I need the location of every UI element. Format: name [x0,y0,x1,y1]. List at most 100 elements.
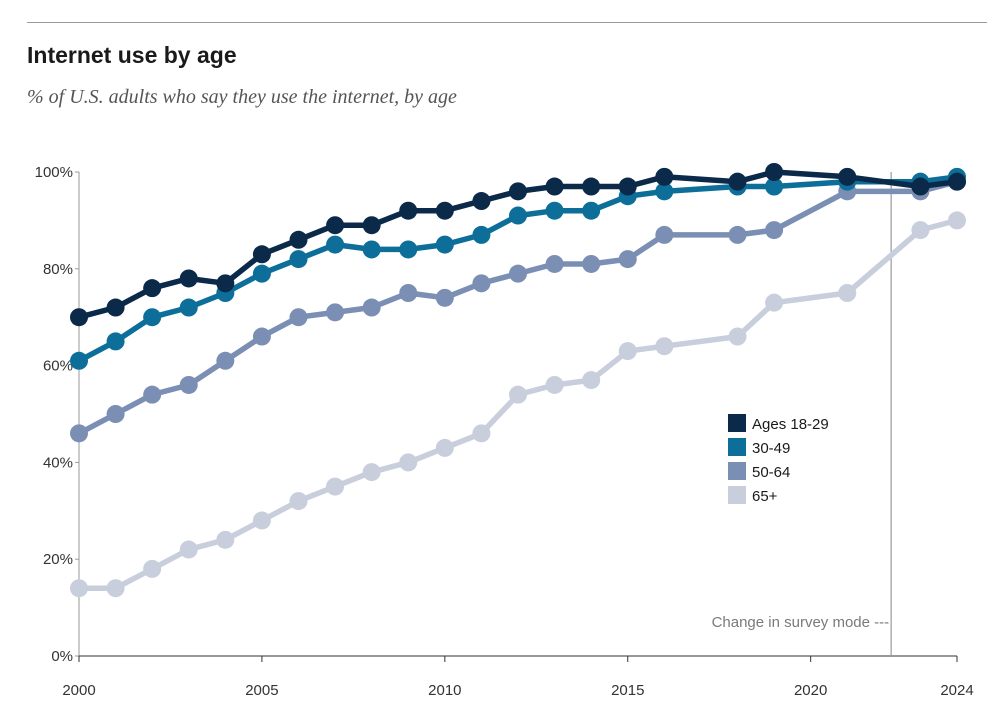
data-point-30-49 [326,235,345,254]
data-point-ages-18-29 [509,182,527,201]
x-tick-label: 2000 [62,682,95,699]
legend-label: 65+ [752,488,778,505]
data-point-30-49 [143,308,162,327]
data-point-50-64 [765,221,784,240]
legend-label: Ages 18-29 [752,416,829,433]
series-line-ages-18-29 [76,169,960,320]
data-point-65 [545,375,564,394]
data-point-30-49 [106,332,125,351]
data-point-65 [106,579,125,598]
series-line-30-49 [76,174,960,364]
data-point-65 [289,492,308,511]
data-point-30-49 [545,201,564,220]
data-point-50-64 [435,288,454,307]
data-point-ages-18-29 [472,192,491,211]
data-point-65 [216,530,235,549]
data-point-ages-18-29 [545,177,564,196]
data-point-30-49 [179,298,198,317]
data-point-50-64 [252,327,271,346]
data-point-65 [252,511,271,530]
data-point-30-49 [399,240,418,259]
legend-swatch [728,438,746,456]
y-tick-label: 0% [51,648,73,665]
data-point-65 [179,540,198,559]
y-tick-label: 60% [43,358,73,375]
data-point-30-49 [435,235,454,254]
x-tick-label: 2015 [611,682,644,699]
data-point-65 [618,342,637,361]
legend-swatch [728,414,746,432]
data-point-ages-18-29 [948,172,966,191]
y-tick-label: 20% [43,551,73,568]
data-point-ages-18-29 [765,163,784,181]
data-point-ages-18-29 [582,177,601,196]
series-line-65 [76,217,960,591]
data-point-ages-18-29 [326,216,345,235]
data-point-50-64 [179,375,198,394]
data-point-ages-18-29 [362,216,381,235]
data-point-ages-18-29 [618,177,637,196]
data-point-ages-18-29 [838,167,857,186]
top-rule [27,22,987,23]
data-point-65 [948,211,966,230]
data-point-50-64 [509,264,527,283]
data-point-30-49 [582,201,601,220]
series-line-50-64 [76,178,960,437]
data-point-30-49 [472,225,491,244]
data-point-65 [509,385,527,404]
data-point-50-64 [655,225,674,244]
data-point-30-49 [509,206,527,225]
data-point-50-64 [618,250,637,269]
x-tick-label: 2024 [940,682,973,699]
data-point-50-64 [289,308,308,327]
data-point-50-64 [106,405,125,423]
x-tick-label: 2005 [245,682,278,699]
data-point-ages-18-29 [70,308,88,327]
data-point-50-64 [728,225,747,244]
data-point-50-64 [216,351,235,370]
data-point-30-49 [765,177,784,196]
data-point-ages-18-29 [289,230,308,249]
data-point-65 [70,579,88,598]
data-point-ages-18-29 [106,298,125,317]
data-point-ages-18-29 [911,177,930,196]
data-point-65 [838,284,857,302]
legend-swatch [728,486,746,504]
data-point-65 [399,453,418,472]
data-point-50-64 [70,424,88,443]
data-point-ages-18-29 [399,201,418,220]
y-tick-label: 80% [43,261,73,278]
data-point-30-49 [252,264,271,283]
data-point-65 [728,327,747,346]
data-point-50-64 [362,298,381,317]
data-point-65 [582,371,601,390]
data-point-30-49 [70,351,88,370]
data-point-ages-18-29 [179,269,198,288]
data-point-50-64 [472,274,491,293]
legend-label: 30-49 [752,440,790,457]
data-point-ages-18-29 [252,245,271,264]
data-point-65 [655,337,674,356]
data-point-30-49 [655,182,674,201]
data-point-50-64 [582,254,601,273]
data-point-65 [472,424,491,443]
data-point-ages-18-29 [655,167,674,186]
data-point-65 [362,463,381,482]
data-point-ages-18-29 [728,172,747,191]
data-point-65 [143,559,162,578]
data-point-50-64 [143,385,162,404]
data-point-50-64 [326,303,345,322]
x-tick-label: 2010 [428,682,461,699]
data-point-65 [326,477,345,496]
data-point-65 [765,293,784,312]
data-point-50-64 [399,284,418,302]
data-point-30-49 [289,250,308,269]
y-tick-label: 40% [43,454,73,471]
data-point-ages-18-29 [216,274,235,293]
legend-label: 50-64 [752,464,790,481]
data-point-50-64 [545,254,564,273]
data-point-30-49 [362,240,381,259]
y-tick-label: 100% [35,164,73,181]
data-point-65 [911,221,930,240]
